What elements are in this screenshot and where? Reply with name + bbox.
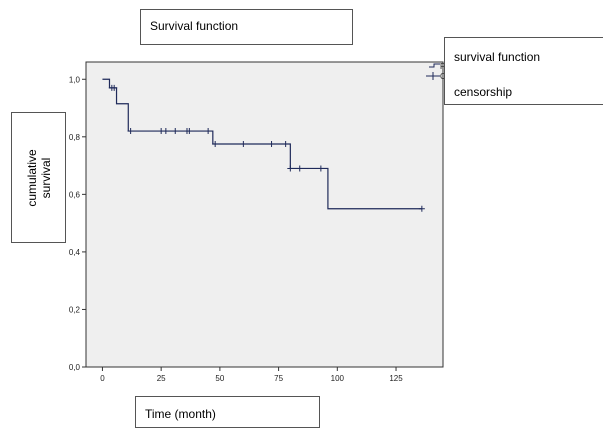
chart-title: Survival function: [140, 9, 353, 45]
x-axis-label-text: Time (month): [145, 407, 216, 421]
x-tick-label: 100: [331, 374, 345, 383]
censor-marker: [111, 84, 118, 91]
censor-marker: [240, 141, 247, 148]
legend-edge-letter: C: [440, 72, 446, 81]
legend-line-glyph: [429, 63, 440, 68]
legend-edge-letter: F: [440, 62, 445, 71]
censor-marker: [127, 128, 134, 135]
censor-marker: [268, 141, 275, 148]
legend: survival function censorship: [444, 37, 603, 105]
legend-plus-glyph: [426, 72, 440, 80]
y-tick-label: 1,0: [69, 75, 81, 84]
y-axis-label-line-1: cumulative: [24, 148, 39, 207]
plot-area: [85, 61, 444, 368]
y-tick-label: 0,2: [69, 305, 81, 314]
censor-marker: [282, 141, 289, 148]
chart-title-text: Survival function: [150, 19, 239, 33]
censor-marker: [186, 128, 193, 135]
y-tick-label: 0,0: [69, 363, 81, 372]
x-tick-label: 25: [157, 374, 166, 383]
censor-marker: [317, 165, 324, 172]
y-tick-label: 0,6: [69, 190, 81, 199]
x-tick-label: 0: [100, 374, 105, 383]
legend-item-survival-function: survival function: [454, 50, 541, 64]
censor-marker: [172, 128, 179, 135]
censor-marker: [205, 128, 212, 135]
censor-marker: [287, 165, 294, 172]
x-tick-label: 125: [389, 374, 403, 383]
x-axis-label: Time (month): [135, 396, 320, 428]
legend-edge-glyphs: FC: [426, 62, 446, 81]
y-tick-label: 0,8: [69, 133, 81, 142]
x-tick-label: 50: [215, 374, 224, 383]
y-axis: 0,0 0,2 0,4 0,6 0,8 1,0: [69, 75, 86, 372]
y-axis-label-line-2: survival: [38, 157, 53, 198]
y-axis-label: cumulative survival: [11, 112, 66, 243]
x-axis: 0 25 50 75 100 125: [100, 367, 403, 383]
censor-marker: [162, 128, 169, 135]
x-tick-label: 75: [274, 374, 283, 383]
censor-marker: [418, 205, 425, 212]
series-layer: [102, 78, 425, 212]
legend-item-censorship: censorship: [454, 85, 513, 99]
censor-marker: [296, 165, 303, 172]
y-tick-label: 0,4: [69, 248, 81, 257]
censor-marker: [212, 141, 219, 148]
